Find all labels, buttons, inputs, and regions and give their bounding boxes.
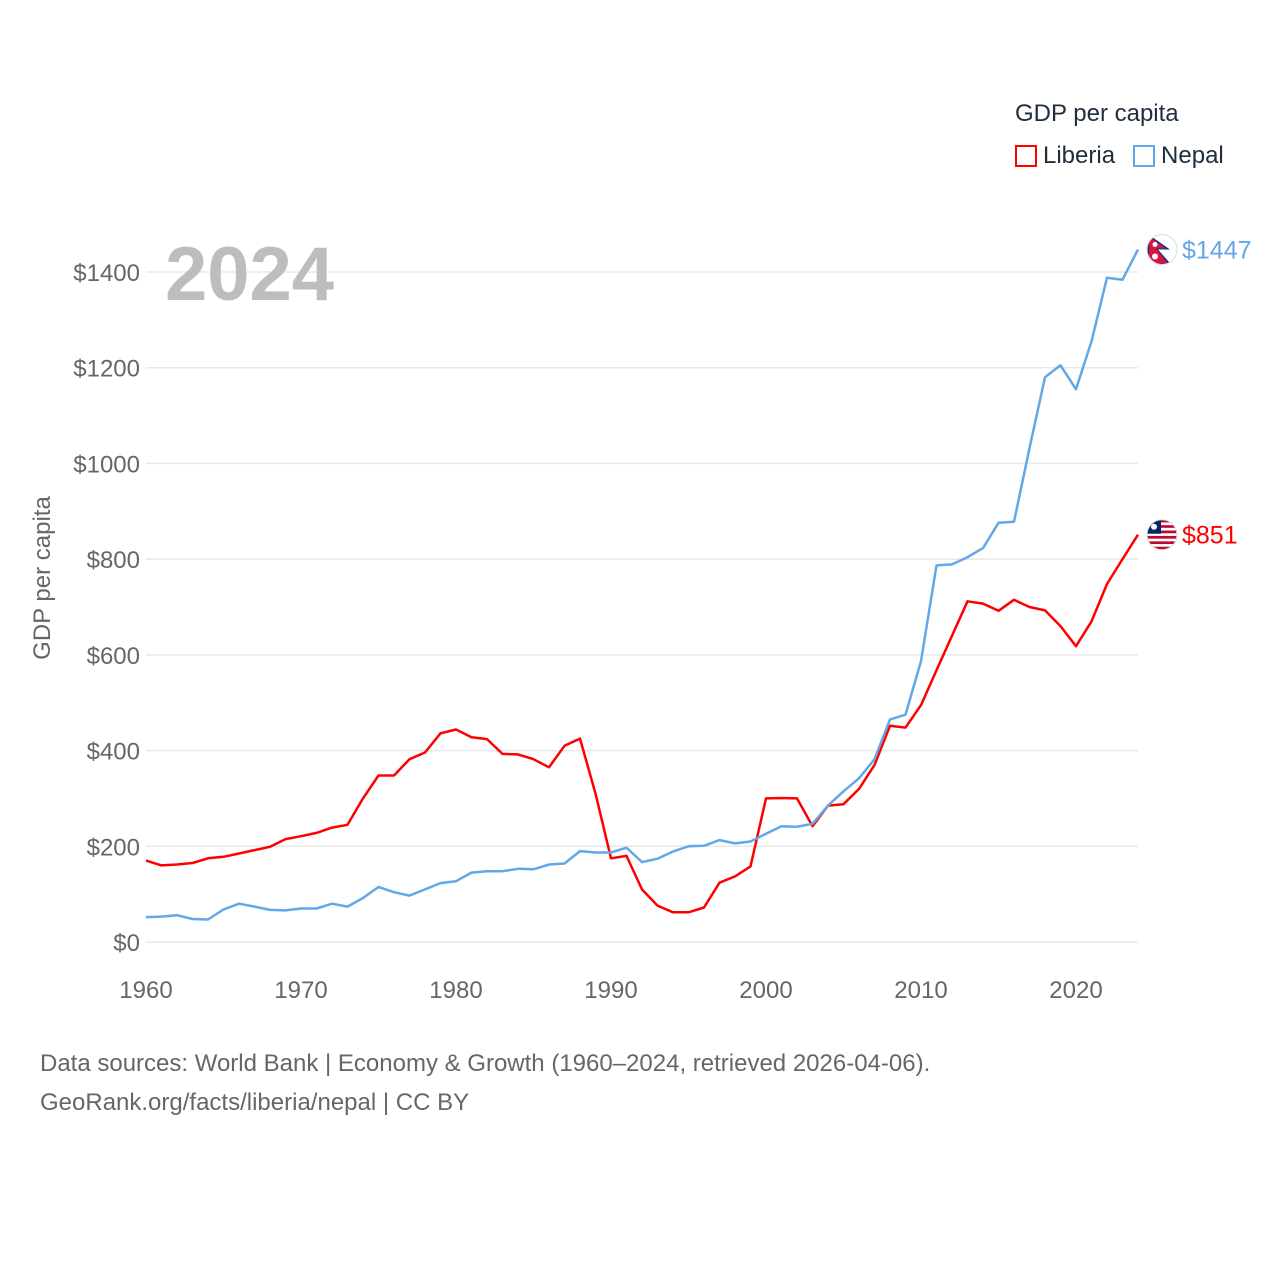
y-tick-label: $1400: [73, 260, 140, 287]
liberia-swatch: [1015, 145, 1037, 167]
x-tick-label: 2000: [739, 977, 792, 1004]
x-tick-label: 1970: [274, 977, 327, 1004]
series-line-nepal: [145, 248, 1140, 921]
y-tick-label: $1000: [73, 451, 140, 478]
y-tick-label: $1200: [73, 356, 140, 383]
data-sources: Data sources: World Bank | Economy & Gro…: [40, 1050, 931, 1077]
legend-label: Nepal: [1161, 142, 1224, 169]
y-tick-label: $200: [87, 834, 140, 861]
legend-item-liberia[interactable]: Liberia: [1015, 142, 1115, 170]
y-tick-label: $0: [113, 930, 140, 957]
y-tick-label: $800: [87, 547, 140, 574]
legend-title: GDP per capita: [1015, 100, 1179, 127]
liberia-flag-icon: [1146, 519, 1178, 551]
source-link[interactable]: GeoRank.org/facts/liberia/nepal | CC BY: [40, 1089, 470, 1116]
x-tick-label: 1960: [119, 977, 172, 1004]
legend-item-nepal[interactable]: Nepal: [1133, 142, 1224, 170]
nepal-flag-icon: [1146, 234, 1178, 266]
x-tick-label: 1980: [429, 977, 482, 1004]
y-tick-label: $600: [87, 643, 140, 670]
x-tick-label: 1990: [584, 977, 637, 1004]
end-value-label: $851: [1182, 522, 1238, 550]
legend-label: Liberia: [1043, 142, 1116, 169]
series-line-liberia: [145, 534, 1140, 914]
nepal-swatch: [1133, 145, 1156, 167]
x-tick-label: 2020: [1049, 977, 1102, 1004]
x-tick-label: 2010: [894, 977, 947, 1004]
year-watermark: 2024: [165, 232, 334, 317]
y-axis-label: GDP per capita: [29, 496, 56, 660]
legend: Liberia Nepal: [1015, 142, 1224, 170]
end-value-label: $1447: [1182, 237, 1252, 265]
footer: Data sources: World Bank | Economy & Gro…: [40, 1044, 930, 1122]
y-tick-label: $400: [87, 739, 140, 766]
